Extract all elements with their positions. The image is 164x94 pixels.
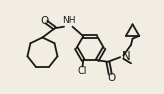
Text: O: O (107, 73, 115, 83)
Text: N: N (122, 50, 131, 63)
Text: O: O (40, 16, 48, 25)
Text: NH: NH (62, 16, 75, 25)
Text: Cl: Cl (78, 66, 87, 76)
